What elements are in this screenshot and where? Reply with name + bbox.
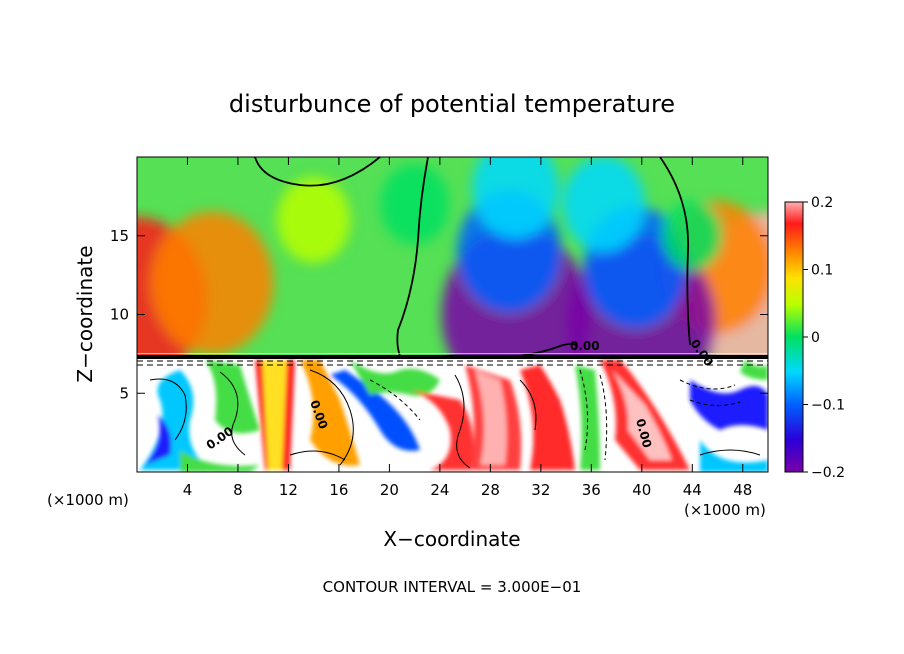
colorbar-tick-label: 0.2: [811, 195, 833, 211]
y-axis-label: Z−coordinate: [73, 245, 97, 382]
y-tick-label: 5: [119, 384, 129, 402]
x-tick-label: 8: [233, 481, 243, 499]
y-axis: 5 10 15: [110, 227, 768, 402]
field-feature: [151, 211, 274, 355]
y-tick-label: 15: [110, 227, 129, 245]
x-tick-label: 32: [531, 481, 550, 499]
colorbar-gradient: [784, 201, 804, 473]
colorbar: 0.2 0.1 0 −0.1 −0.2: [784, 195, 845, 481]
x-tick-label: 20: [380, 481, 399, 499]
lower-turbulent-field: [137, 357, 768, 472]
contour-interval: CONTOUR INTERVAL = 3.000E−01: [323, 578, 582, 596]
x-tick-label: 4: [183, 481, 193, 499]
upper-field: [137, 157, 768, 410]
x-tick-label: 24: [430, 481, 449, 499]
x-tick-label: 48: [733, 481, 752, 499]
chart-title: disturbunce of potential temperature: [229, 90, 675, 118]
contour-label: 0.00: [570, 339, 600, 353]
x-tick-label: 16: [329, 481, 348, 499]
field-feature: [472, 157, 559, 240]
field-feature: [562, 157, 645, 253]
x-tick-label: 44: [683, 481, 702, 499]
x-unit-right: (×1000 m): [684, 501, 766, 519]
colorbar-tick-label: 0.1: [811, 263, 833, 279]
x-unit-left: (×1000 m): [47, 491, 129, 509]
y-tick-label: 10: [110, 306, 129, 324]
colorbar-tick-label: −0.2: [811, 465, 845, 481]
plot-area: 0.00 0.00 0.00 0.00 0.00: [137, 157, 768, 472]
colorbar-tick-label: 0: [811, 330, 820, 346]
x-tick-label: 36: [582, 481, 601, 499]
x-axis-label: X−coordinate: [383, 527, 520, 551]
x-axis: 4 8 12 16 20 24 28 32 36 40 44 48: [183, 157, 752, 499]
colorbar-tick-label: −0.1: [811, 398, 845, 414]
field-feature: [380, 164, 450, 245]
x-tick-label: 40: [632, 481, 651, 499]
x-tick-label: 12: [279, 481, 298, 499]
interface-band: [137, 353, 768, 366]
field-feature: [662, 200, 723, 271]
field-feature: [277, 177, 351, 263]
x-tick-label: 28: [481, 481, 500, 499]
